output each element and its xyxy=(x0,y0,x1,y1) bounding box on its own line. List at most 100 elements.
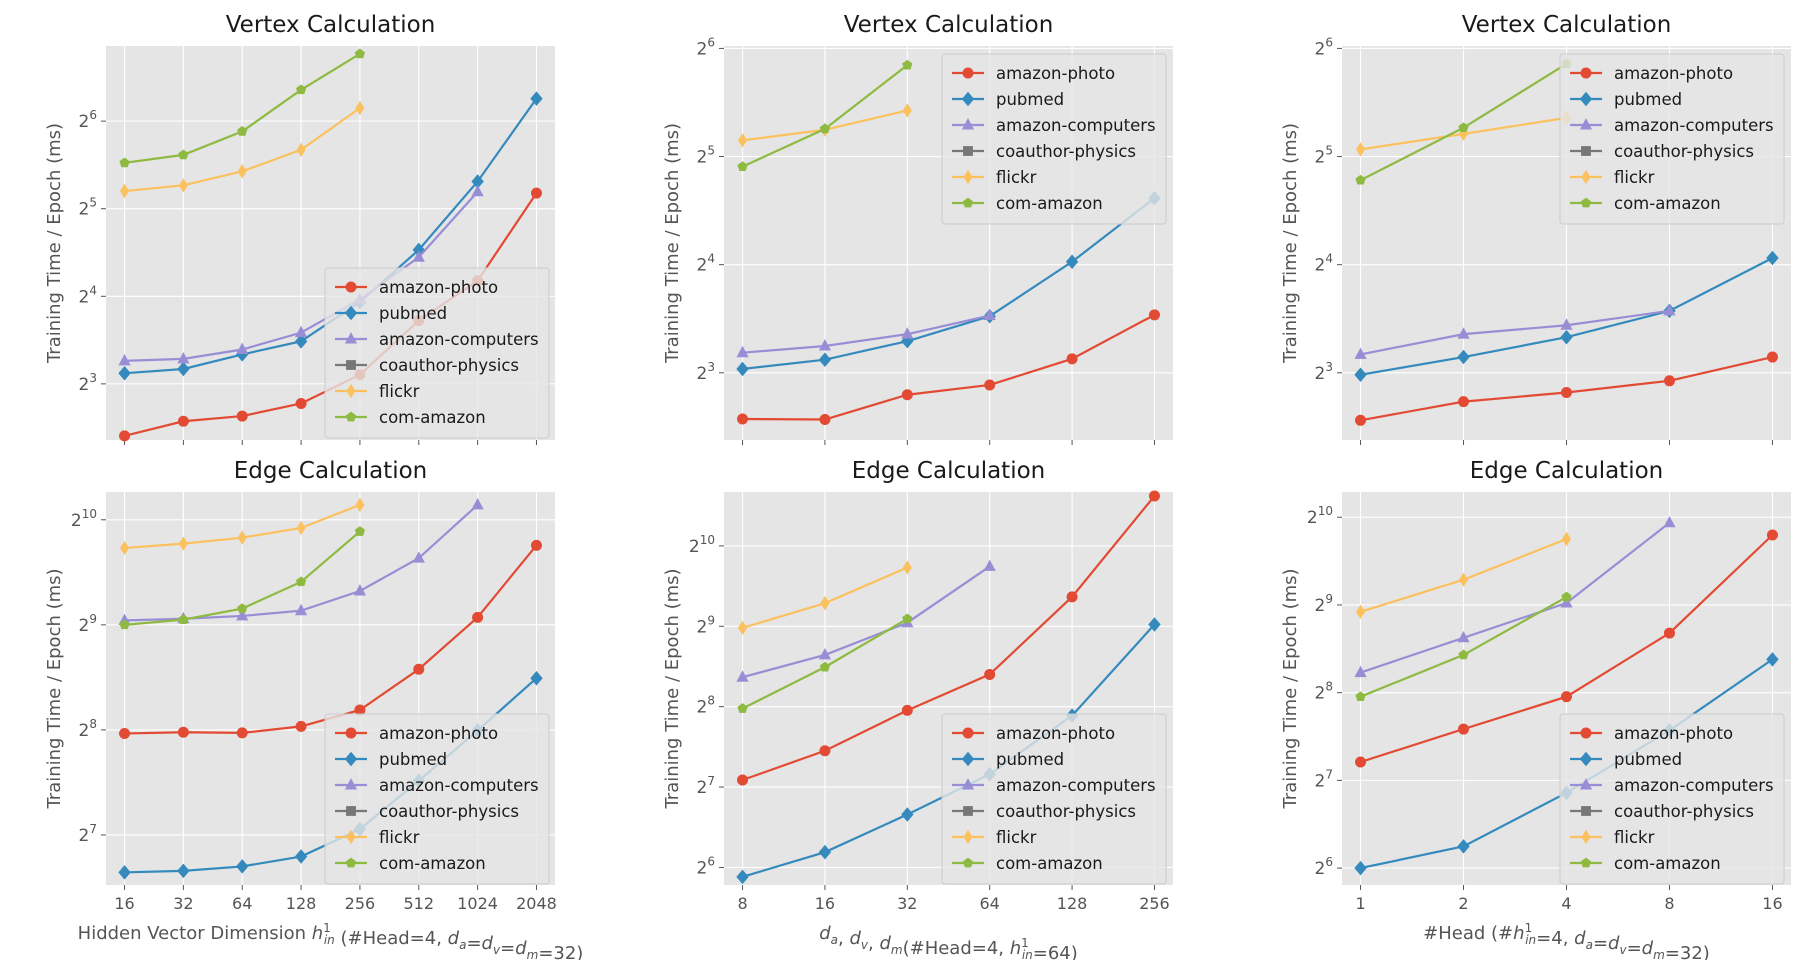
x-tick-label: 256 xyxy=(345,894,376,913)
y-tick-label: 24 xyxy=(697,252,715,276)
legend-marker xyxy=(1580,857,1592,868)
data-point-amazon-computers xyxy=(983,559,996,571)
legend-box xyxy=(324,267,550,439)
data-point-com-amazon xyxy=(237,603,248,613)
data-point-amazon-computers xyxy=(818,339,832,351)
y-tick-label: 27 xyxy=(79,822,97,846)
legend-marker xyxy=(1580,727,1592,739)
data-point-flickr xyxy=(355,100,365,116)
data-point-pubmed xyxy=(901,807,914,822)
data-point-com-amazon xyxy=(737,161,748,171)
data-point-amazon-photo xyxy=(530,539,542,551)
data-point-amazon-photo xyxy=(530,187,542,199)
data-point-amazon-computers xyxy=(294,325,308,338)
data-point-pubmed xyxy=(118,865,131,880)
x-tick-label: 4 xyxy=(1561,894,1571,913)
data-point-flickr xyxy=(296,520,306,536)
data-point-flickr xyxy=(237,164,247,179)
data-point-amazon-photo xyxy=(1355,756,1367,768)
data-point-pubmed xyxy=(1766,652,1779,667)
data-point-amazon-photo xyxy=(177,726,189,738)
data-point-amazon-photo xyxy=(1663,627,1675,639)
data-point-amazon-photo xyxy=(737,413,749,425)
legend-label-amazon-computers: amazon-computers xyxy=(1614,116,1774,135)
series-line-pubmed xyxy=(742,197,1156,371)
legend-marker xyxy=(961,118,975,130)
x-tick-label: 2 xyxy=(1458,894,1468,913)
legend-box xyxy=(941,53,1167,225)
x-tick-label: 2048 xyxy=(516,894,557,913)
data-point-pubmed xyxy=(818,352,832,367)
data-point-pubmed xyxy=(530,670,543,686)
legend-marker xyxy=(1581,806,1591,816)
data-point-amazon-photo xyxy=(295,720,307,732)
y-tick-label: 26 xyxy=(79,108,97,132)
y-tick-label: 25 xyxy=(697,144,715,168)
legend-label-flickr: flickr xyxy=(996,168,1037,187)
data-point-amazon-photo xyxy=(1663,375,1675,387)
data-point-pubmed xyxy=(1457,839,1470,854)
legend-label-amazon-computers: amazon-computers xyxy=(379,776,539,795)
series-line-amazon-computers xyxy=(742,314,990,354)
y-tick-label: 23 xyxy=(79,371,97,395)
legend-marker xyxy=(961,751,975,767)
data-point-amazon-computers xyxy=(294,603,308,616)
data-point-amazon-photo xyxy=(1355,414,1367,426)
legend-label-amazon-computers: amazon-computers xyxy=(996,776,1156,795)
data-point-com-amazon xyxy=(819,123,831,134)
x-tick-label: 128 xyxy=(1057,894,1088,913)
chart-panel-3: 23 24 25 26 Vertex Calculation Training Time … xyxy=(1280,12,1791,445)
data-point-pubmed xyxy=(294,849,308,864)
y-axis-label: Training Time / Epoch (ms) xyxy=(1280,123,1301,364)
legend-marker xyxy=(344,778,358,790)
data-point-amazon-photo xyxy=(1066,591,1078,603)
legend-label-coauthor-physics: coauthor-physics xyxy=(379,802,519,821)
data-point-com-amazon xyxy=(1355,691,1366,702)
data-point-flickr xyxy=(119,540,130,556)
data-point-amazon-computers xyxy=(471,184,484,197)
x-tick-label: 64 xyxy=(232,894,252,913)
data-point-amazon-photo xyxy=(236,410,248,422)
x-tick-label: 16 xyxy=(1762,894,1782,913)
x-axis-label: #Head (#h1 in=4, da=dv=dm=32) xyxy=(1423,921,1710,960)
data-point-pubmed xyxy=(736,869,749,885)
legend-marker xyxy=(1581,169,1591,185)
data-point-flickr xyxy=(1561,531,1572,547)
data-point-pubmed xyxy=(177,361,190,377)
data-point-amazon-computers xyxy=(1457,630,1470,643)
data-point-amazon-photo xyxy=(819,414,831,426)
data-point-com-amazon xyxy=(902,613,913,624)
x-tick-label: 512 xyxy=(403,894,434,913)
legend-label-coauthor-physics: coauthor-physics xyxy=(1614,802,1754,821)
legend-marker xyxy=(1579,751,1593,767)
y-tick-label: 26 xyxy=(697,854,715,878)
legend-box xyxy=(1559,53,1785,225)
data-point-amazon-computers xyxy=(412,250,425,262)
y-axis-label: Training Time / Epoch (ms) xyxy=(44,568,65,809)
data-point-com-amazon xyxy=(119,157,130,168)
data-point-amazon-photo xyxy=(819,745,831,757)
chart-panel-1: 23 24 25 26 Vertex Calculation Training Time … xyxy=(44,12,555,445)
data-point-amazon-photo xyxy=(1148,309,1160,321)
series-line-amazon-photo xyxy=(742,495,1156,782)
data-point-amazon-photo xyxy=(472,611,484,623)
y-tick-label: 28 xyxy=(1315,680,1333,704)
data-point-amazon-photo xyxy=(119,430,131,442)
data-point-amazon-computers xyxy=(1354,665,1367,678)
data-point-flickr xyxy=(178,178,188,193)
data-point-pubmed xyxy=(1065,254,1079,270)
y-tick-label: 29 xyxy=(697,613,715,637)
legend-marker xyxy=(962,197,974,208)
data-point-pubmed xyxy=(1354,367,1367,383)
legend-label-coauthor-physics: coauthor-physics xyxy=(1614,142,1754,161)
data-point-amazon-computers xyxy=(236,342,249,355)
legend-label-pubmed: pubmed xyxy=(1614,750,1682,769)
legend-label-pubmed: pubmed xyxy=(1614,90,1682,109)
legend-marker xyxy=(963,829,973,845)
legend-marker xyxy=(961,778,975,790)
legend-box xyxy=(324,713,550,885)
legend-label-amazon-computers: amazon-computers xyxy=(1614,776,1774,795)
legend-label-pubmed: pubmed xyxy=(379,750,447,769)
y-tick-label: 24 xyxy=(79,283,97,307)
